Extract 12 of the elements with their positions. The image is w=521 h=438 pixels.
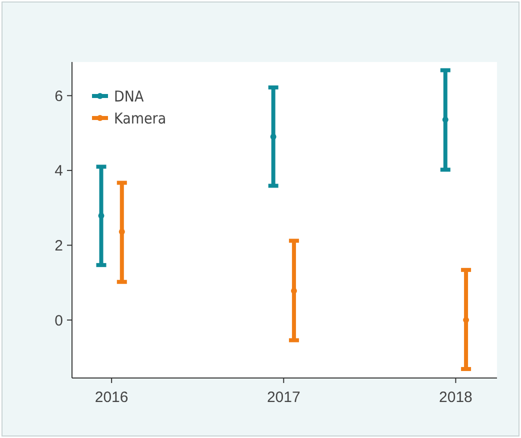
y-tick-label: 0 (54, 312, 63, 330)
point (118, 228, 125, 235)
y-tick-label: 6 (54, 88, 63, 105)
x-tick-label: 2018 (439, 389, 472, 406)
legend-label: DNA (114, 87, 144, 106)
y-tick-label: 2 (54, 237, 63, 254)
legend-label: Kamera (114, 109, 166, 128)
point (270, 134, 276, 140)
point (98, 212, 104, 219)
y-tick-label: 4 (54, 162, 63, 180)
x-tick-label: 2016 (94, 389, 128, 406)
x-tick-label: 2017 (266, 389, 300, 406)
